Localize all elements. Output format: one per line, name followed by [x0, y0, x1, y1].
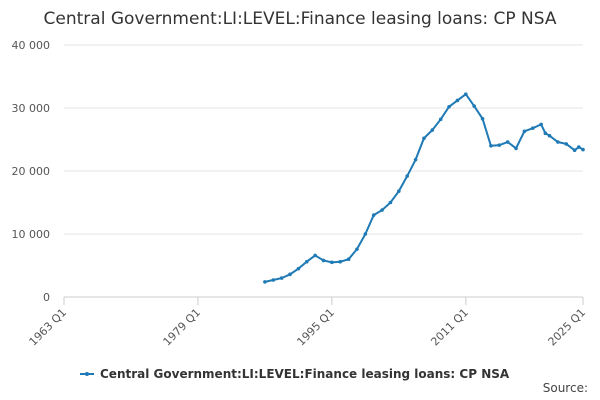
data-point [363, 232, 368, 236]
data-point [539, 122, 543, 127]
y-tick-label: 30 000 [12, 102, 51, 115]
data-point [480, 116, 485, 121]
data-point [497, 143, 502, 147]
source: Source: [543, 381, 588, 395]
data-point [514, 146, 518, 151]
data-point [288, 272, 292, 277]
legend-label: Central Government:LI:LEVEL:Finance leas… [100, 367, 510, 381]
data-point [577, 145, 581, 149]
data-point [304, 259, 309, 264]
x-tick-label: 1979 Q1 [161, 306, 204, 349]
data-point [321, 258, 326, 263]
data-point [263, 280, 267, 284]
data-point [581, 147, 585, 152]
data-point [438, 117, 443, 122]
y-tick-label: 10 000 [12, 228, 51, 241]
data-point [296, 266, 301, 271]
data-point [413, 157, 418, 162]
data-point [371, 213, 376, 217]
data-point [543, 131, 548, 135]
data-point [279, 276, 284, 280]
legend-marker [85, 372, 89, 376]
data-point [405, 174, 410, 178]
data-point [330, 260, 334, 265]
data-point [271, 278, 276, 282]
data-point [522, 129, 527, 134]
y-tick-label: 0 [43, 291, 50, 304]
data-point [547, 133, 552, 138]
data-point [380, 208, 384, 212]
data-point [489, 144, 493, 148]
data-point [346, 257, 351, 262]
data-point [430, 128, 435, 132]
chart-title: Central Government:LI:LEVEL:Finance leas… [44, 9, 557, 29]
data-point [530, 126, 535, 130]
data-point [397, 189, 401, 193]
data-point [338, 259, 343, 264]
data-point [572, 148, 577, 153]
data-point [464, 92, 468, 96]
data-point [447, 104, 451, 109]
x-tick-label: 1963 Q1 [27, 306, 70, 349]
data-point [388, 200, 393, 205]
x-tick-label: 2011 Q1 [428, 306, 471, 349]
x-tick-label: 2025 Q1 [546, 306, 589, 349]
data-point [355, 247, 359, 251]
y-tick-label: 20 000 [12, 165, 51, 178]
data-line [264, 92, 584, 283]
data-point [422, 136, 426, 141]
data-point [472, 104, 476, 108]
data-point [455, 98, 460, 103]
data-point [313, 253, 317, 258]
data-point [505, 140, 510, 144]
data-point [556, 140, 560, 144]
data-point [564, 142, 569, 146]
y-tick-label: 40 000 [12, 39, 51, 52]
x-tick-label: 1995 Q1 [294, 306, 337, 349]
